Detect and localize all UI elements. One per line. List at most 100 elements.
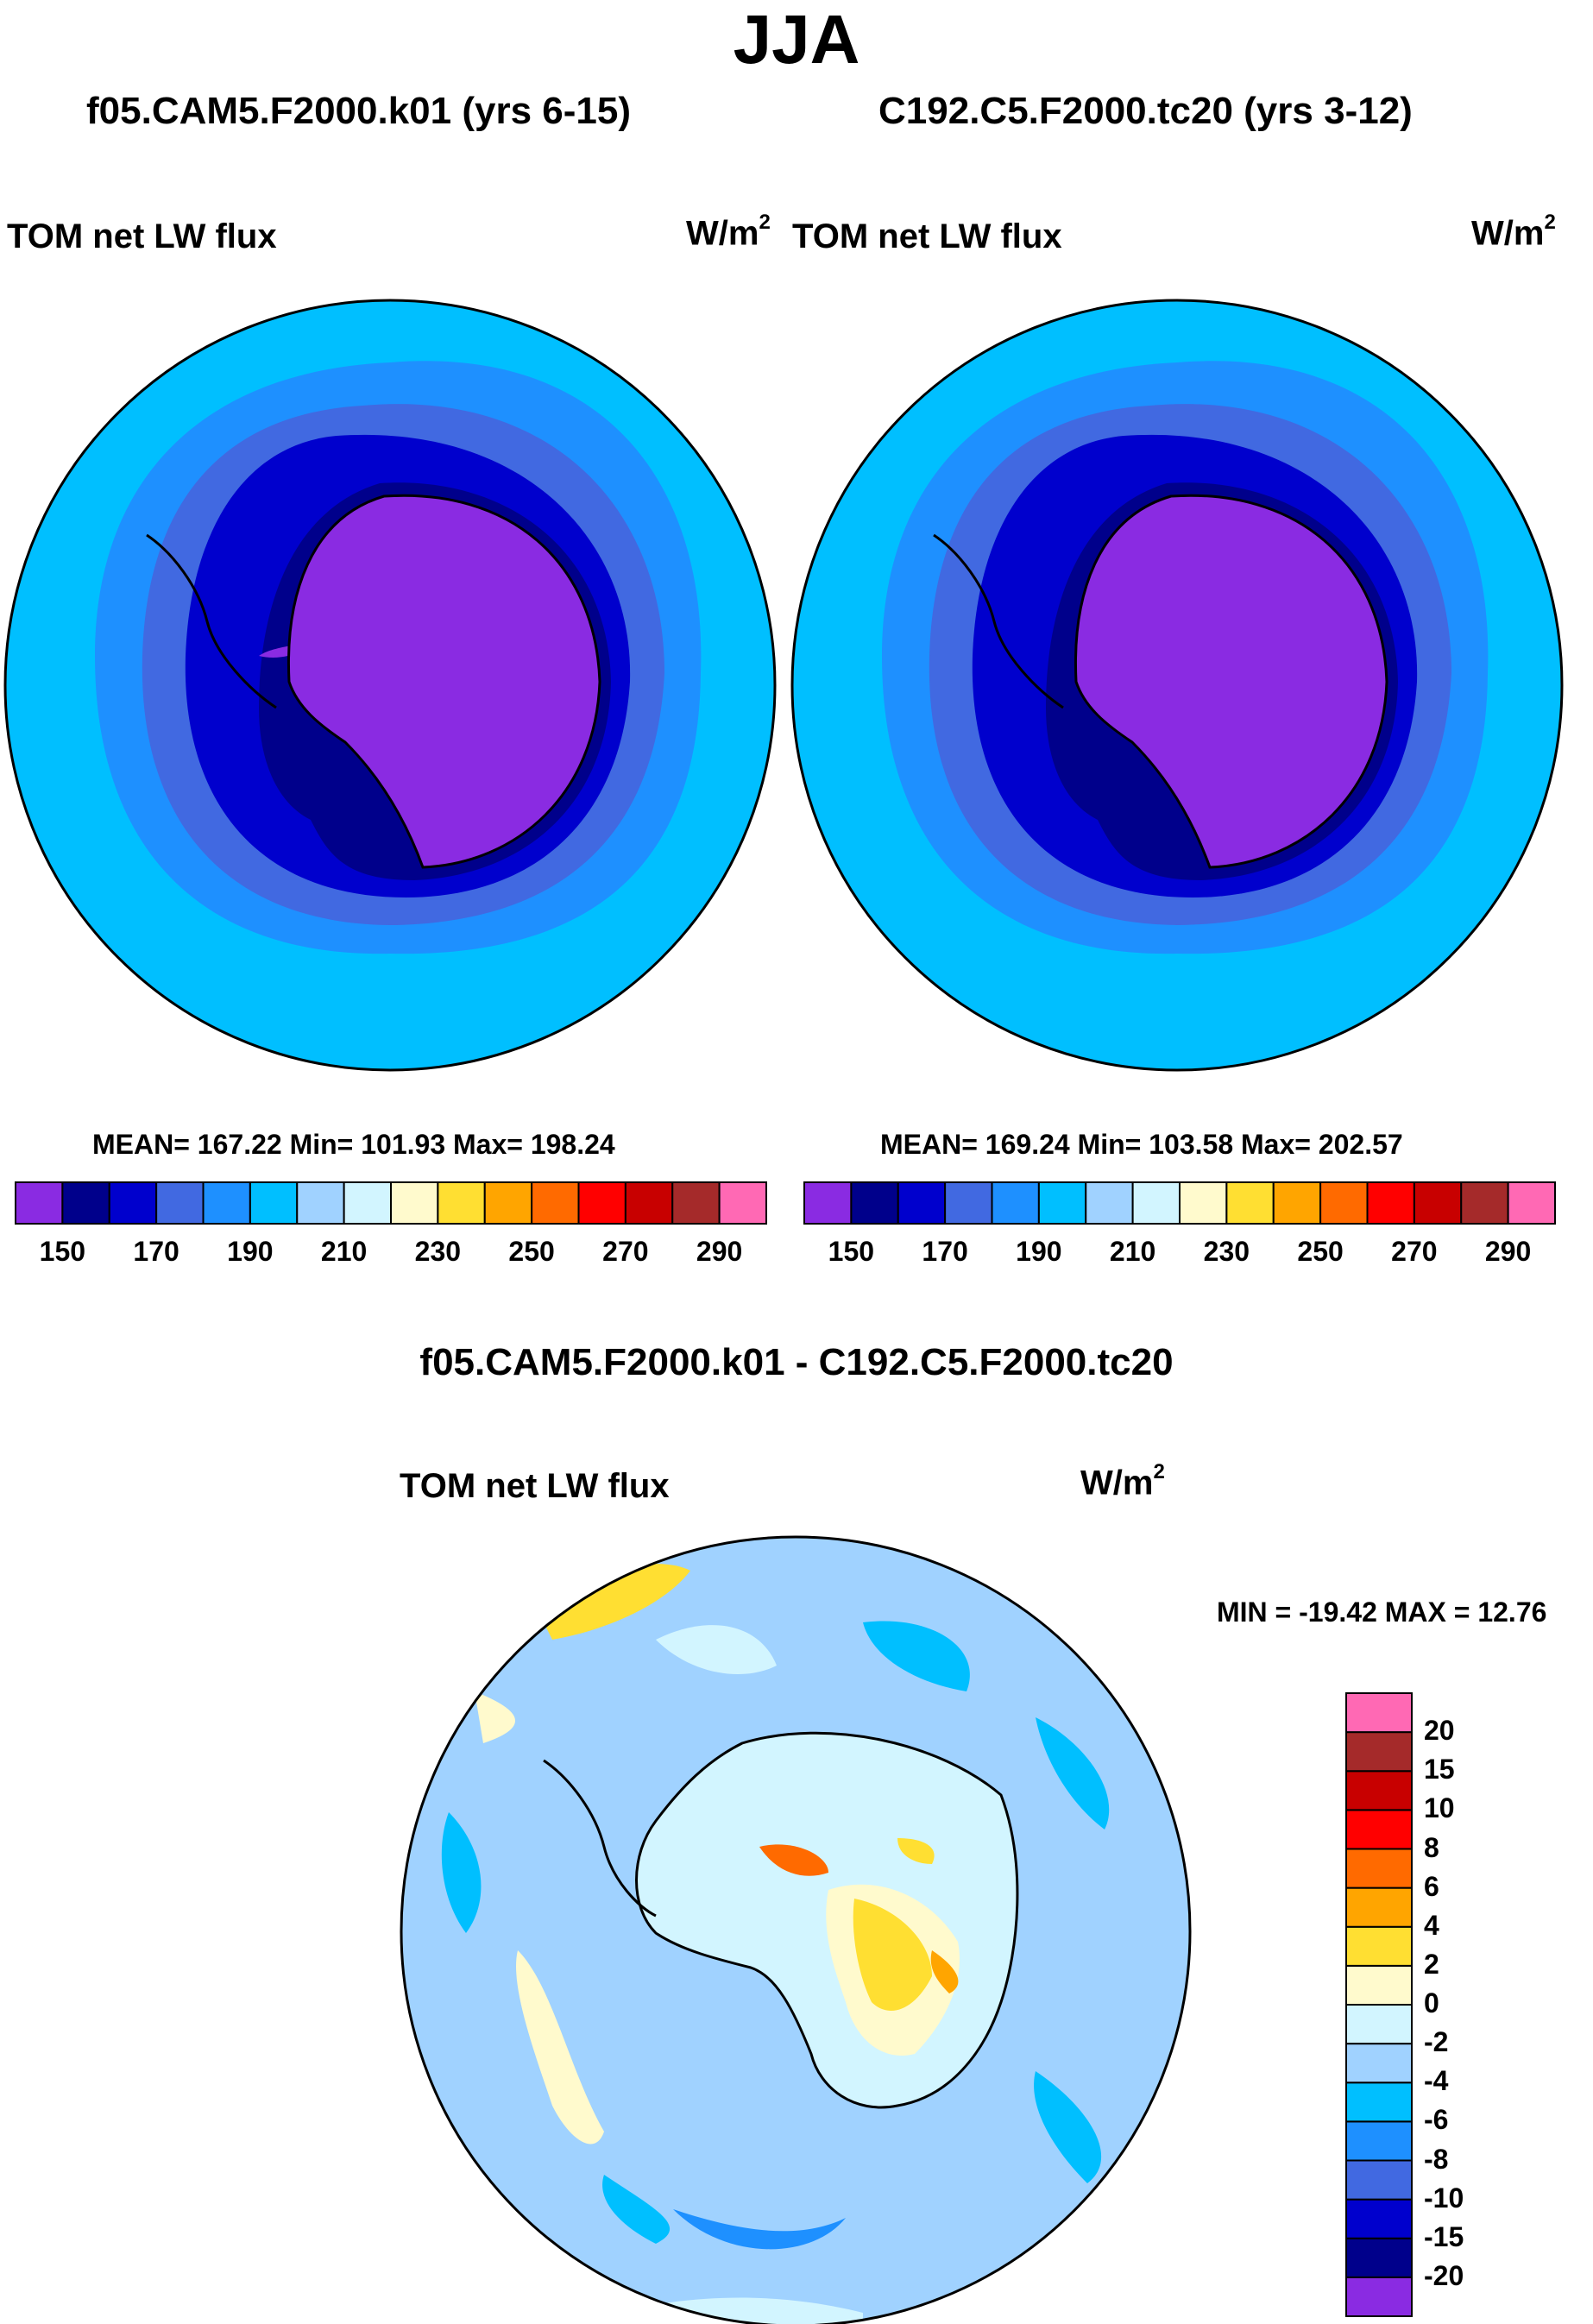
difference-variable-label: TOM net LW flux: [400, 1467, 670, 1505]
difference-colorbar-swatch: [1345, 1770, 1413, 1811]
left-colorbar-swatch: [390, 1181, 439, 1225]
left-colorbar-tick-label: 170: [133, 1236, 179, 1267]
right-colorbar-swatch: [1272, 1181, 1322, 1225]
right-variable-label: TOM net LW flux: [792, 217, 1062, 255]
left-colorbar-swatch: [437, 1181, 486, 1225]
difference-colorbar-swatch: [1345, 2198, 1413, 2239]
right-colorbar-swatch: [1507, 1181, 1556, 1225]
right-colorbar-tick-label: 230: [1203, 1236, 1250, 1267]
difference-colorbar-tick-label: -8: [1424, 2143, 1449, 2175]
difference-colorbar-tick-label: 10: [1424, 1792, 1455, 1824]
right-colorbar-tick-label: 290: [1484, 1236, 1532, 1267]
difference-colorbar-tick-label: 6: [1424, 1870, 1439, 1902]
difference-polar-map: [401, 1537, 1190, 2324]
right-colorbar-swatch: [1413, 1181, 1463, 1225]
right-colorbar-swatch: [1085, 1181, 1134, 1225]
difference-colorbar-swatch: [1345, 2043, 1413, 2084]
difference-minmax: MIN = -19.42 MAX = 12.76: [1217, 1597, 1547, 1628]
difference-colorbar: [1345, 1692, 1413, 2317]
right-colorbar-swatch: [1319, 1181, 1369, 1225]
difference-colorbar-tick-label: 4: [1424, 1909, 1439, 1941]
left-colorbar-tick-label: 190: [227, 1236, 274, 1267]
left-map-border: [3, 299, 777, 1072]
left-colorbar-swatch: [577, 1181, 626, 1225]
difference-title: f05.CAM5.F2000.k01 - C192.C5.F2000.tc20: [419, 1341, 1174, 1383]
right-stats: MEAN= 169.24 Min= 103.58 Max= 202.57: [880, 1129, 1403, 1160]
right-colorbar-swatch: [1366, 1181, 1415, 1225]
page-title: JJA: [733, 1, 860, 78]
right-colorbar-tick-label: 190: [1016, 1236, 1062, 1267]
difference-colorbar-tick-label: -10: [1424, 2182, 1464, 2214]
left-colorbar-tick-label: 270: [602, 1236, 649, 1267]
left-colorbar-swatch: [249, 1181, 299, 1225]
difference-colorbar-tick-label: -2: [1424, 2026, 1449, 2058]
left-units-label: W/m2: [686, 211, 771, 253]
difference-colorbar-swatch: [1345, 1886, 1413, 1928]
right-units-label: W/m2: [1471, 211, 1556, 253]
right-colorbar-swatch: [1131, 1181, 1181, 1225]
left-colorbar-swatch: [108, 1181, 158, 1225]
left-colorbar-swatch: [531, 1181, 580, 1225]
difference-colorbar-swatch: [1345, 1925, 1413, 1967]
difference-colorbar-tick-label: -15: [1424, 2220, 1464, 2252]
difference-colorbar-swatch: [1345, 1809, 1413, 1850]
difference-colorbar-swatch: [1345, 2082, 1413, 2123]
difference-colorbar-tick-label: -6: [1424, 2104, 1449, 2136]
right-colorbar-tick-label: 170: [922, 1236, 968, 1267]
difference-units-label: W/m2: [1080, 1460, 1165, 1502]
right-colorbar-swatch: [991, 1181, 1040, 1225]
difference-colorbar-swatch: [1345, 2004, 1413, 2045]
difference-colorbar-swatch: [1345, 1848, 1413, 1889]
left-colorbar-swatch: [61, 1181, 110, 1225]
right-colorbar-tick-label: 270: [1391, 1236, 1438, 1267]
right-colorbar-swatch: [1179, 1181, 1228, 1225]
left-polar-map: [5, 300, 775, 1070]
right-colorbar-swatch: [944, 1181, 993, 1225]
right-colorbar: [803, 1181, 1556, 1225]
difference-colorbar-tick-label: 20: [1424, 1715, 1455, 1747]
difference-colorbar-swatch: [1345, 1964, 1413, 2006]
right-case-title: C192.C5.F2000.tc20 (yrs 3-12): [878, 90, 1413, 132]
difference-colorbar-tick-label: 2: [1424, 1948, 1439, 1980]
right-colorbar-swatch: [1225, 1181, 1275, 1225]
difference-colorbar-swatch: [1345, 1692, 1413, 1734]
right-colorbar-swatch: [850, 1181, 899, 1225]
right-colorbar-swatch: [1037, 1181, 1087, 1225]
difference-map-border: [400, 1535, 1192, 2324]
right-map-border: [790, 299, 1564, 1072]
difference-colorbar-tick-label: 0: [1424, 1987, 1439, 2019]
left-stats: MEAN= 167.22 Min= 101.93 Max= 198.24: [92, 1129, 615, 1160]
difference-colorbar-swatch: [1345, 1731, 1413, 1773]
left-colorbar-tick-label: 210: [320, 1236, 368, 1267]
right-colorbar-tick-label: 210: [1109, 1236, 1156, 1267]
right-colorbar-tick-label: 150: [828, 1236, 875, 1267]
left-colorbar-swatch: [15, 1181, 64, 1225]
difference-colorbar-swatch: [1345, 2237, 1413, 2278]
right-colorbar-swatch: [897, 1181, 947, 1225]
difference-colorbar-swatch: [1345, 2159, 1413, 2201]
left-colorbar-swatch: [483, 1181, 533, 1225]
left-colorbar-swatch: [155, 1181, 205, 1225]
left-colorbar-swatch: [718, 1181, 767, 1225]
left-variable-label: TOM net LW flux: [7, 217, 277, 255]
left-colorbar: [15, 1181, 767, 1225]
left-colorbar-tick-label: 150: [39, 1236, 86, 1267]
left-colorbar-swatch: [343, 1181, 392, 1225]
difference-colorbar-tick-label: -4: [1424, 2065, 1449, 2097]
left-colorbar-swatch: [296, 1181, 345, 1225]
right-colorbar-tick-label: 250: [1297, 1236, 1344, 1267]
difference-colorbar-swatch: [1345, 2120, 1413, 2162]
left-colorbar-swatch: [671, 1181, 721, 1225]
difference-colorbar-tick-label: -20: [1424, 2259, 1464, 2291]
left-colorbar-tick-label: 230: [414, 1236, 462, 1267]
left-colorbar-tick-label: 290: [696, 1236, 743, 1267]
left-colorbar-swatch: [202, 1181, 251, 1225]
left-colorbar-swatch: [624, 1181, 674, 1225]
left-colorbar-tick-label: 250: [508, 1236, 555, 1267]
right-polar-map: [792, 300, 1562, 1070]
difference-colorbar-swatch: [1345, 2276, 1413, 2317]
right-colorbar-swatch: [1460, 1181, 1509, 1225]
difference-colorbar-tick-label: 8: [1424, 1831, 1439, 1863]
difference-colorbar-tick-label: 15: [1424, 1754, 1455, 1786]
